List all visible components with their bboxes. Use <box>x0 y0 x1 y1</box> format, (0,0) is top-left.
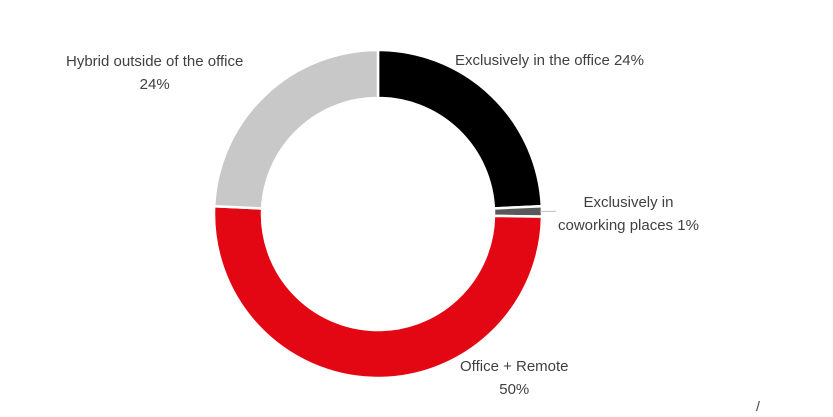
label-hybrid: Hybrid outside of the office 24% <box>66 53 244 93</box>
slice-exclusively-office <box>376 48 544 210</box>
slice-office-remote <box>212 204 544 380</box>
label-exclusively-office: Exclusively in the office 24% <box>455 52 644 69</box>
label-coworking: Exclusively in coworking places 1% <box>558 194 699 234</box>
footer-mark: / <box>756 398 760 414</box>
label-office-remote: Office + Remote 50% <box>460 358 569 398</box>
slice-hybrid <box>212 48 380 210</box>
